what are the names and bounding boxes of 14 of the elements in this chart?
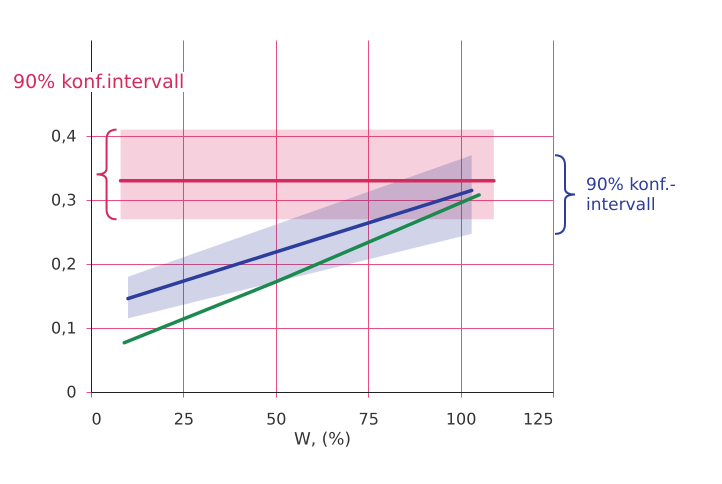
x-tick-label: 100: [446, 410, 476, 428]
y-tick-label: 0: [66, 382, 76, 402]
x-tick-label: 25: [174, 410, 194, 428]
x-tick-label: 50: [266, 410, 286, 428]
y-tick-label: 0,1: [51, 318, 76, 338]
x-tick-label: 75: [358, 410, 379, 428]
y-tick-label: 0,3: [51, 190, 76, 210]
text: 90% konf.-intervall: [583, 174, 699, 215]
y-tick-label: 0,2: [51, 254, 76, 274]
x-tick-label: 0: [92, 410, 102, 428]
annotation: 90% konf.intervall: [10, 70, 188, 93]
x-axis-title: W, (%): [294, 430, 352, 450]
y-tick-label: 0,4: [51, 126, 76, 146]
x-tick-label: 125: [522, 410, 554, 428]
